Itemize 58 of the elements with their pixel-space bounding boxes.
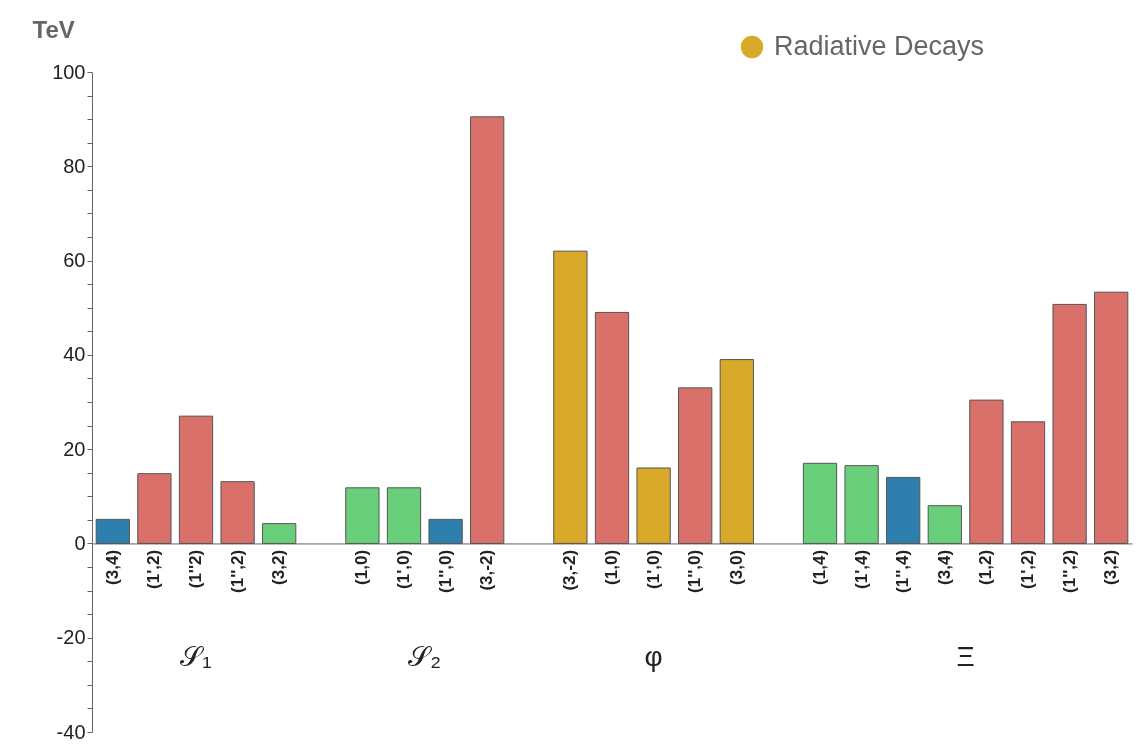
bar bbox=[1010, 421, 1046, 544]
x-tick-label: (1',2) bbox=[1018, 549, 1037, 589]
legend-label: Radiative Decays bbox=[774, 31, 985, 61]
annotation: Ξ bbox=[956, 641, 975, 673]
x-tick-label: (3,4) bbox=[934, 549, 954, 585]
bar bbox=[1094, 291, 1129, 544]
bar bbox=[594, 311, 630, 544]
x-tick-label: (1'',2) bbox=[227, 549, 247, 593]
x-tick-label: (3,-2) bbox=[477, 549, 497, 591]
x-tick-label: (1'',4) bbox=[893, 549, 913, 593]
bar bbox=[927, 505, 962, 544]
bar bbox=[386, 487, 422, 544]
x-tick-label: (3,-2) bbox=[560, 549, 580, 591]
bar bbox=[886, 476, 921, 544]
bar bbox=[802, 462, 838, 544]
x-tick-label: (1'',0) bbox=[435, 549, 455, 593]
x-tick-label: (1,2) bbox=[976, 549, 996, 585]
x-tick-label: (1',0) bbox=[394, 549, 413, 589]
bar bbox=[969, 399, 1004, 544]
x-tick-label: (1,0) bbox=[352, 549, 372, 585]
x-tick-label: (1',4) bbox=[851, 549, 871, 589]
annotation: 𝒮₁ bbox=[180, 641, 212, 673]
x-tick-label: (3,0) bbox=[726, 549, 746, 585]
x-tick-label: (3,2) bbox=[1101, 549, 1121, 585]
x-tick-label: (1,0) bbox=[602, 549, 621, 585]
x-tick-label: (1'',2) bbox=[1059, 549, 1079, 593]
bar bbox=[95, 518, 130, 544]
annotation: 𝒮₂ bbox=[408, 641, 442, 673]
bar bbox=[345, 487, 380, 544]
x-tick-label: (1',2) bbox=[144, 549, 164, 589]
x-tick-label: (1'',0) bbox=[685, 549, 705, 593]
y-tick-label: 40 bbox=[63, 343, 86, 366]
x-tick-label: (3,4) bbox=[102, 549, 122, 585]
bar bbox=[553, 250, 588, 544]
bar bbox=[719, 359, 754, 544]
x-tick-label: (3,2) bbox=[269, 549, 289, 585]
bar bbox=[262, 523, 297, 544]
x-tick-label: (1',0) bbox=[643, 549, 663, 589]
x-tick-label: (1,4) bbox=[810, 549, 829, 585]
bar bbox=[678, 387, 713, 544]
y-tick-label: 0 bbox=[74, 531, 86, 554]
y-tick-label: 80 bbox=[63, 154, 86, 177]
y-axis-title: TeV bbox=[32, 15, 75, 43]
bar bbox=[220, 481, 255, 544]
bar bbox=[428, 518, 463, 544]
bar bbox=[844, 465, 879, 544]
bar bbox=[178, 415, 214, 544]
bar bbox=[636, 467, 671, 544]
y-tick-label: 20 bbox=[63, 437, 86, 460]
y-tick-label: 60 bbox=[63, 249, 86, 272]
annotation: φ bbox=[644, 641, 663, 673]
y-tick-label: 100 bbox=[52, 60, 86, 83]
bar bbox=[1052, 303, 1087, 544]
bar bbox=[137, 473, 172, 544]
y-tick-label: -40 bbox=[56, 720, 86, 743]
x-tick-label: (1''2) bbox=[186, 549, 205, 589]
bar bbox=[470, 116, 505, 544]
y-tick-label: -20 bbox=[56, 626, 86, 649]
